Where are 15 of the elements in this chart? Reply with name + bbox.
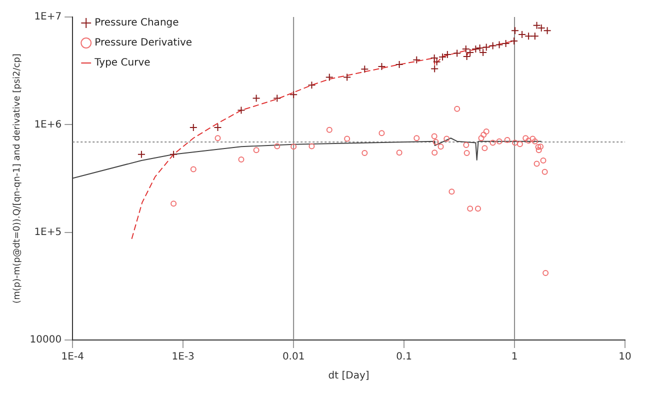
- legend-label: Pressure Derivative: [94, 38, 192, 49]
- x-axis-title: dt [Day]: [328, 370, 370, 382]
- x-tick-label: 0.1: [396, 352, 412, 363]
- x-tick-label: 0.01: [282, 352, 305, 363]
- x-tick-label: 1E-3: [172, 352, 194, 363]
- y-tick-label: 1E+7: [34, 12, 62, 23]
- y-axis-title: (m(p)-m(p@dt=0)).Q/[qn-qn-1] and derivative [psi2/cp]: [12, 54, 23, 304]
- x-tick-label: 1: [511, 352, 518, 363]
- legend-label: Pressure Change: [94, 18, 179, 29]
- y-tick-label: 1E+5: [34, 226, 62, 238]
- y-tick-label: 10000: [30, 334, 62, 346]
- y-tick-label: 1E+6: [34, 119, 62, 130]
- x-tick-label: 1E-4: [61, 352, 84, 363]
- legend-label: Type Curve: [94, 58, 150, 69]
- x-tick-label: 10: [618, 352, 632, 363]
